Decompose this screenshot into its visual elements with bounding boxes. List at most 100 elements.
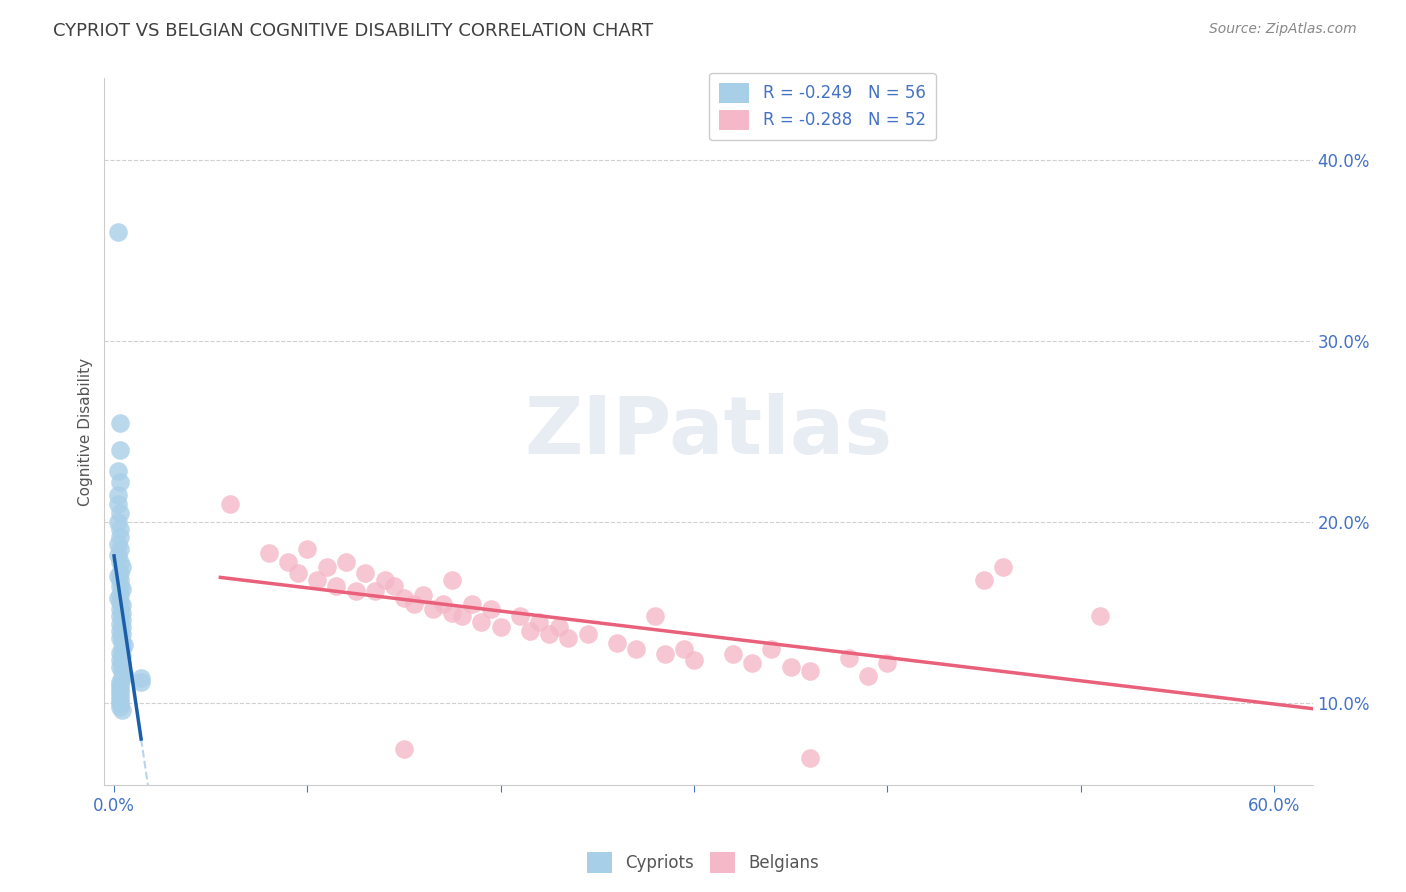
Point — [107, 464, 129, 478]
Point — [392, 591, 415, 606]
Point — [108, 660, 131, 674]
Point — [382, 578, 405, 592]
Point — [108, 699, 131, 714]
Point — [1088, 609, 1111, 624]
Point — [344, 584, 367, 599]
Point — [422, 602, 444, 616]
Point — [111, 627, 134, 641]
Point — [111, 599, 134, 613]
Point — [108, 602, 131, 616]
Point — [432, 597, 454, 611]
Point — [761, 641, 783, 656]
Point — [547, 620, 569, 634]
Text: CYPRIOT VS BELGIAN COGNITIVE DISABILITY CORRELATION CHART: CYPRIOT VS BELGIAN COGNITIVE DISABILITY … — [53, 22, 654, 40]
Point — [107, 591, 129, 606]
Point — [107, 488, 129, 502]
Point — [537, 627, 560, 641]
Point — [799, 664, 821, 678]
Point — [111, 634, 134, 648]
Point — [111, 620, 134, 634]
Point — [374, 573, 396, 587]
Point — [129, 674, 152, 689]
Point — [325, 578, 347, 592]
Point — [683, 653, 706, 667]
Point — [108, 674, 131, 689]
Point — [108, 588, 131, 602]
Point — [519, 624, 541, 638]
Point — [856, 669, 879, 683]
Point — [107, 548, 129, 562]
Point — [315, 560, 337, 574]
Point — [509, 609, 531, 624]
Point — [108, 555, 131, 569]
Point — [108, 573, 131, 587]
Point — [441, 573, 464, 587]
Text: ZIPatlas: ZIPatlas — [524, 392, 893, 471]
Point — [112, 638, 135, 652]
Point — [529, 615, 551, 629]
Point — [479, 602, 502, 616]
Point — [108, 685, 131, 699]
Point — [108, 678, 131, 692]
Point — [108, 692, 131, 706]
Point — [111, 657, 134, 671]
Point — [257, 546, 280, 560]
Point — [108, 475, 131, 490]
Point — [108, 442, 131, 457]
Point — [108, 609, 131, 624]
Point — [557, 631, 579, 645]
Point — [392, 741, 415, 756]
Point — [108, 681, 131, 696]
Point — [644, 609, 666, 624]
Point — [277, 555, 299, 569]
Point — [108, 616, 131, 631]
Point — [219, 497, 242, 511]
Point — [673, 641, 696, 656]
Point — [108, 631, 131, 645]
Point — [108, 646, 131, 660]
Point — [779, 660, 801, 674]
Point — [993, 560, 1015, 574]
Point — [354, 566, 377, 580]
Point — [107, 537, 129, 551]
Point — [111, 582, 134, 596]
Point — [287, 566, 309, 580]
Point — [111, 613, 134, 627]
Point — [460, 597, 482, 611]
Text: Source: ZipAtlas.com: Source: ZipAtlas.com — [1209, 22, 1357, 37]
Point — [108, 653, 131, 667]
Point — [107, 515, 129, 529]
Point — [108, 416, 131, 430]
Point — [111, 704, 134, 718]
Point — [606, 636, 628, 650]
Point — [576, 627, 599, 641]
Point — [470, 615, 492, 629]
Point — [108, 689, 131, 703]
Point — [111, 671, 134, 685]
Point — [108, 542, 131, 557]
Point — [799, 750, 821, 764]
Point — [108, 566, 131, 580]
Point — [297, 542, 319, 557]
Point — [108, 624, 131, 638]
Point — [108, 595, 131, 609]
Point — [108, 696, 131, 710]
Point — [721, 648, 744, 662]
Point — [364, 584, 387, 599]
Point — [107, 497, 129, 511]
Point — [876, 657, 898, 671]
Point — [489, 620, 512, 634]
Point — [108, 506, 131, 520]
Legend: Cypriots, Belgians: Cypriots, Belgians — [579, 846, 827, 880]
Point — [108, 578, 131, 592]
Point — [335, 555, 357, 569]
Point — [305, 573, 328, 587]
Point — [112, 667, 135, 681]
Point — [412, 588, 434, 602]
Y-axis label: Cognitive Disability: Cognitive Disability — [79, 358, 93, 506]
Point — [741, 657, 763, 671]
Point — [108, 522, 131, 536]
Point — [973, 573, 995, 587]
Point — [107, 225, 129, 239]
Legend: R = -0.249   N = 56, R = -0.288   N = 52: R = -0.249 N = 56, R = -0.288 N = 52 — [710, 72, 936, 140]
